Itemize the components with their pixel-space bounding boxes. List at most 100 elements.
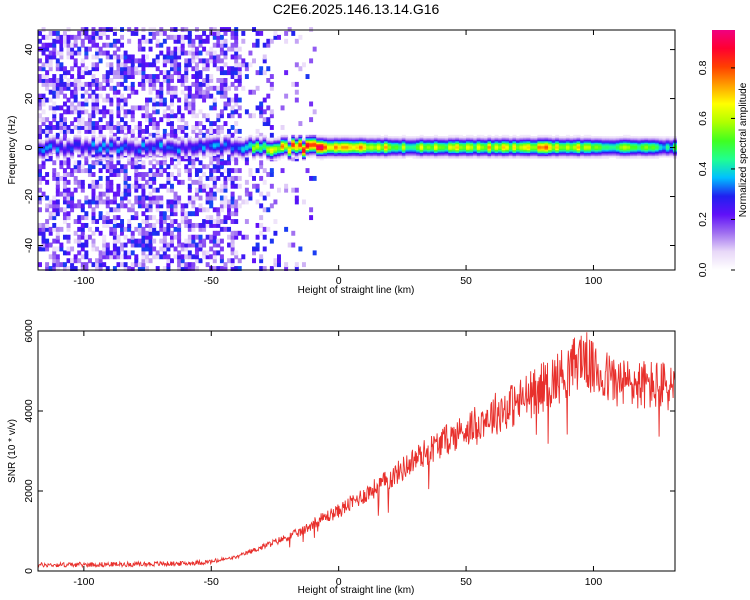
spectrogram-cell	[619, 156, 624, 159]
spectrogram-cell	[116, 148, 121, 151]
spectrogram-cell	[109, 117, 114, 123]
spectrogram-cell	[348, 146, 353, 149]
spectrogram-cell	[619, 142, 624, 145]
spectrogram-cell	[166, 179, 171, 185]
spectrogram-cell	[398, 148, 403, 151]
spectrogram-cell	[594, 140, 599, 143]
spectrogram-cell	[198, 134, 203, 137]
spectrogram-cell	[166, 137, 171, 140]
spectrogram-cell	[237, 46, 242, 52]
spectrogram-cell	[62, 234, 67, 240]
spectrogram-cell	[655, 142, 660, 145]
spectrogram-cell	[259, 156, 264, 159]
spectrogram-cell	[98, 183, 103, 189]
spectrogram-cell	[216, 143, 221, 146]
spectrogram-cell	[162, 211, 167, 217]
spectrogram-cell	[615, 153, 620, 156]
spectrogram-cell	[344, 143, 349, 146]
spectrogram-cell	[594, 150, 599, 154]
spectrogram-cell	[480, 136, 485, 139]
spectrogram-cell	[48, 199, 53, 205]
spectrogram-cell	[230, 70, 235, 76]
spectrogram-cell	[155, 168, 160, 174]
spectrogram-cell	[70, 66, 75, 72]
spectrogram-cell	[491, 145, 496, 148]
spectrogram-cell	[169, 203, 174, 209]
spectrogram-cell	[501, 146, 506, 149]
spectrogram-cell	[45, 148, 50, 151]
spectrogram-cell	[180, 207, 185, 213]
spectrogram-cell	[408, 150, 413, 154]
spectrogram-cell	[630, 153, 635, 156]
colorbar-tick-label: 0.2	[697, 212, 709, 227]
spectrogram-cell	[169, 54, 174, 60]
spectrogram-cell	[223, 195, 228, 201]
spectrogram-cell	[362, 143, 367, 146]
spectrogram-cell	[73, 145, 78, 148]
spectrogram-cell	[419, 145, 424, 148]
spectrogram-cell	[248, 195, 253, 201]
spectrogram-cell	[476, 150, 481, 154]
spectrogram-cell	[177, 66, 182, 72]
spectrogram-cell	[202, 156, 207, 159]
spectrogram-cell	[184, 105, 189, 111]
spectrogram-cell	[66, 234, 71, 240]
spectrogram-cell	[141, 81, 146, 87]
spectrogram-cell	[234, 152, 239, 155]
spectrogram-cell	[255, 128, 260, 134]
spectrogram-cell	[227, 136, 232, 139]
spectrogram-cell	[184, 152, 189, 155]
spectrogram-cell	[255, 149, 260, 152]
spectrogram-cell	[141, 85, 146, 91]
spectrogram-cell	[105, 149, 110, 152]
spectrogram-cell	[45, 262, 50, 268]
spectrogram-cell	[145, 179, 149, 185]
spectrogram-cell	[162, 78, 167, 83]
spectrogram-cell	[662, 140, 667, 143]
spectrogram-cell	[152, 226, 157, 232]
spectrogram-cell	[241, 143, 246, 146]
spectrogram-cell	[394, 155, 399, 158]
spectrogram-cell	[80, 105, 85, 111]
spectrogram-cell	[394, 146, 399, 149]
spectrogram-cell	[483, 145, 488, 148]
spectrogram-cell	[123, 62, 128, 68]
spectrogram-cell	[469, 140, 474, 143]
spectrogram-cell	[647, 136, 652, 139]
spectrogram-cell	[269, 143, 274, 146]
spectrogram-cell	[127, 191, 132, 197]
spectrogram-cell	[112, 85, 117, 91]
spectrogram-cell	[180, 128, 185, 134]
spectrogram-cell	[141, 246, 146, 252]
spectrogram-cell	[55, 105, 60, 111]
spectrogram-cell	[241, 148, 246, 151]
spectrogram-cell	[480, 145, 485, 148]
spectrogram-cell	[277, 150, 281, 154]
spectrogram-cell	[66, 149, 71, 152]
spectrogram-cell	[408, 145, 413, 148]
spectrogram-cell	[298, 142, 303, 145]
spectrogram-cell	[205, 175, 210, 181]
spectrogram-cell	[230, 246, 235, 252]
spectrogram-cell	[516, 142, 520, 145]
spectrogram-cell	[448, 136, 453, 139]
spectrogram-cell	[73, 179, 78, 185]
spectrogram-cell	[359, 134, 364, 137]
spectrogram-cell	[273, 258, 278, 264]
spectrogram-cell	[376, 137, 381, 140]
spectrogram-cell	[77, 160, 82, 166]
spectrogram-cell	[633, 140, 638, 143]
spectrogram-cell	[369, 150, 374, 154]
spectrogram-cell	[466, 137, 471, 140]
spectrogram-cell	[341, 150, 346, 154]
spectrogram-cell	[66, 142, 71, 145]
spectrogram-cell	[209, 105, 214, 111]
spectrogram-cell	[191, 149, 196, 152]
spectrogram-cell	[373, 142, 378, 145]
spectrogram-cell	[187, 168, 192, 174]
spectrogram-cell	[216, 152, 221, 155]
spectrogram-cell	[66, 258, 71, 264]
spectrogram-cell	[266, 78, 271, 83]
spectrogram-cell	[223, 152, 228, 155]
spectrogram-cell	[45, 149, 50, 152]
